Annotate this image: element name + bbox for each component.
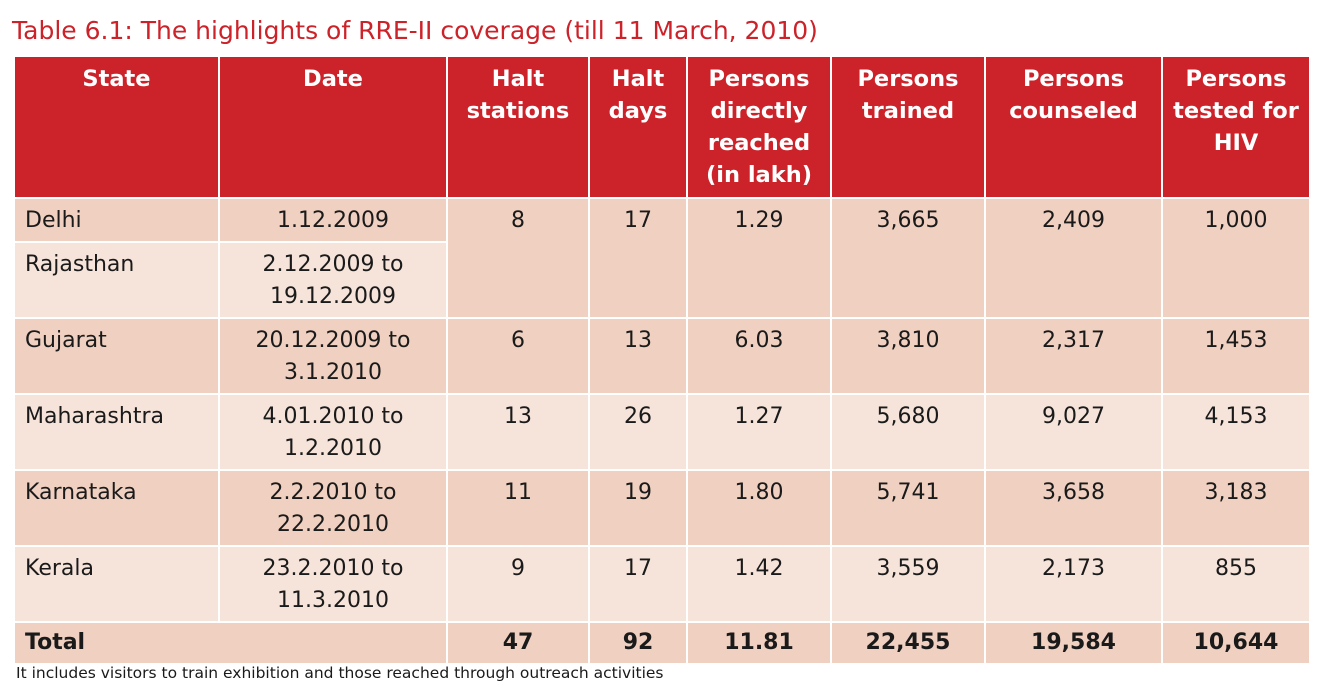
value-cell: 1.27 <box>686 393 832 471</box>
state-cell: Gujarat <box>13 317 220 395</box>
table-row: Delhi 1.12.2009 8 17 1.29 3,665 2,409 1,… <box>13 197 1311 319</box>
state-cell: Delhi <box>13 197 220 243</box>
value-cell: 2,317 <box>984 317 1163 395</box>
value-cell: 1,000 <box>1161 197 1311 319</box>
value-cell: 3,810 <box>830 317 986 395</box>
value-cell: 6 <box>446 317 590 395</box>
total-value-cell: 47 <box>446 621 590 665</box>
date-cell: 23.2.2010 to 11.3.2010 <box>218 545 448 623</box>
value-cell: 1,453 <box>1161 317 1311 395</box>
header-cell: Halt days <box>588 55 688 199</box>
state-cell: Kerala <box>13 545 220 623</box>
total-label: Total <box>13 621 448 665</box>
table-row: Kerala 23.2.2010 to 11.3.2010 9 17 1.42 3,559… <box>13 545 1311 623</box>
value-cell: 5,680 <box>830 393 986 471</box>
value-cell: 26 <box>588 393 688 471</box>
table-row: Maharashtra 4.01.2010 to 1.2.2010 13 26 1.27… <box>13 393 1311 471</box>
value-cell: 17 <box>588 545 688 623</box>
value-cell: 5,741 <box>830 469 986 547</box>
header-cell: Persons tested for HIV <box>1161 55 1311 199</box>
value-cell: 8 <box>446 197 590 319</box>
value-cell: 13 <box>446 393 590 471</box>
state-cell: Karnataka <box>13 469 220 547</box>
footnote: It includes visitors to train exhibition… <box>16 664 664 682</box>
date-cell: 20.12.2009 to 3.1.2010 <box>218 317 448 395</box>
coverage-table: State Date Halt stations Halt days Perso… <box>13 55 1311 665</box>
value-cell: 13 <box>588 317 688 395</box>
value-cell: 2,173 <box>984 545 1163 623</box>
value-cell: 17 <box>588 197 688 319</box>
value-cell: 6.03 <box>686 317 832 395</box>
header-cell: Persons trained <box>830 55 986 199</box>
value-cell: 4,153 <box>1161 393 1311 471</box>
total-value-cell: 19,584 <box>984 621 1163 665</box>
value-cell: 855 <box>1161 545 1311 623</box>
header-cell: State <box>13 55 220 199</box>
value-cell: 3,183 <box>1161 469 1311 547</box>
table-row: Rajasthan 2.12.2009 to 19.12.2009 <box>13 241 1310 319</box>
value-cell: 3,665 <box>830 197 986 319</box>
date-cell: 1.12.2009 <box>218 197 448 243</box>
total-row: Total 47 92 11.81 22,455 19,584 10,644 <box>13 621 1311 665</box>
state-cell: Maharashtra <box>13 393 220 471</box>
total-value-cell: 22,455 <box>830 621 986 665</box>
total-value-cell: 10,644 <box>1161 621 1311 665</box>
value-cell: 1.42 <box>686 545 832 623</box>
value-cell: 1.29 <box>686 197 832 319</box>
table-row: Karnataka 2.2.2010 to 22.2.2010 11 19 1.80 5,… <box>13 469 1311 547</box>
header-row: State Date Halt stations Halt days Perso… <box>13 55 1311 199</box>
date-cell: 4.01.2010 to 1.2.2010 <box>218 393 448 471</box>
table-title: Table 6.1: The highlights of RRE-II cove… <box>12 16 818 45</box>
value-cell: 2,409 <box>984 197 1163 319</box>
table-row: Gujarat 20.12.2009 to 3.1.2010 6 13 6.03 3,81… <box>13 317 1311 395</box>
total-value-cell: 11.81 <box>686 621 832 665</box>
value-cell: 3,559 <box>830 545 986 623</box>
header-cell: Halt stations <box>446 55 590 199</box>
state-cell: Rajasthan <box>13 241 220 319</box>
total-value-cell: 92 <box>588 621 688 665</box>
value-cell: 3,658 <box>984 469 1163 547</box>
header-cell: Persons directly reached (in lakh) <box>686 55 832 199</box>
value-cell: 1.80 <box>686 469 832 547</box>
value-cell: 11 <box>446 469 590 547</box>
value-cell: 9,027 <box>984 393 1163 471</box>
value-cell: 9 <box>446 545 590 623</box>
date-cell: 2.2.2010 to 22.2.2010 <box>218 469 448 547</box>
value-cell: 19 <box>588 469 688 547</box>
date-cell: 2.12.2009 to 19.12.2009 <box>218 241 448 319</box>
header-cell: Date <box>218 55 448 199</box>
header-cell: Persons counseled <box>984 55 1163 199</box>
